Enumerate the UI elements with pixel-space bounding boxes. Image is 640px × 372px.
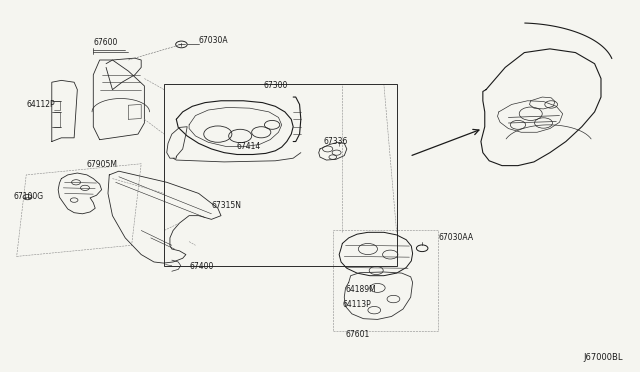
Text: 67100G: 67100G: [13, 192, 44, 201]
Text: 67315N: 67315N: [211, 201, 241, 210]
Text: 67601: 67601: [346, 330, 370, 339]
Text: 64113P: 64113P: [342, 300, 371, 309]
Text: 67300: 67300: [263, 81, 287, 90]
Text: J67000BL: J67000BL: [584, 353, 623, 362]
Text: 64189M: 64189M: [346, 285, 376, 294]
Text: 67905M: 67905M: [87, 160, 118, 169]
Text: 64112P: 64112P: [26, 100, 55, 109]
Text: 67400: 67400: [189, 262, 214, 271]
Bar: [164, 84, 397, 266]
Text: 67414: 67414: [237, 142, 261, 151]
Text: 67600: 67600: [93, 38, 118, 47]
Text: 67030AA: 67030AA: [438, 233, 473, 242]
Text: 67030A: 67030A: [198, 36, 228, 45]
Text: 67336: 67336: [323, 137, 348, 146]
